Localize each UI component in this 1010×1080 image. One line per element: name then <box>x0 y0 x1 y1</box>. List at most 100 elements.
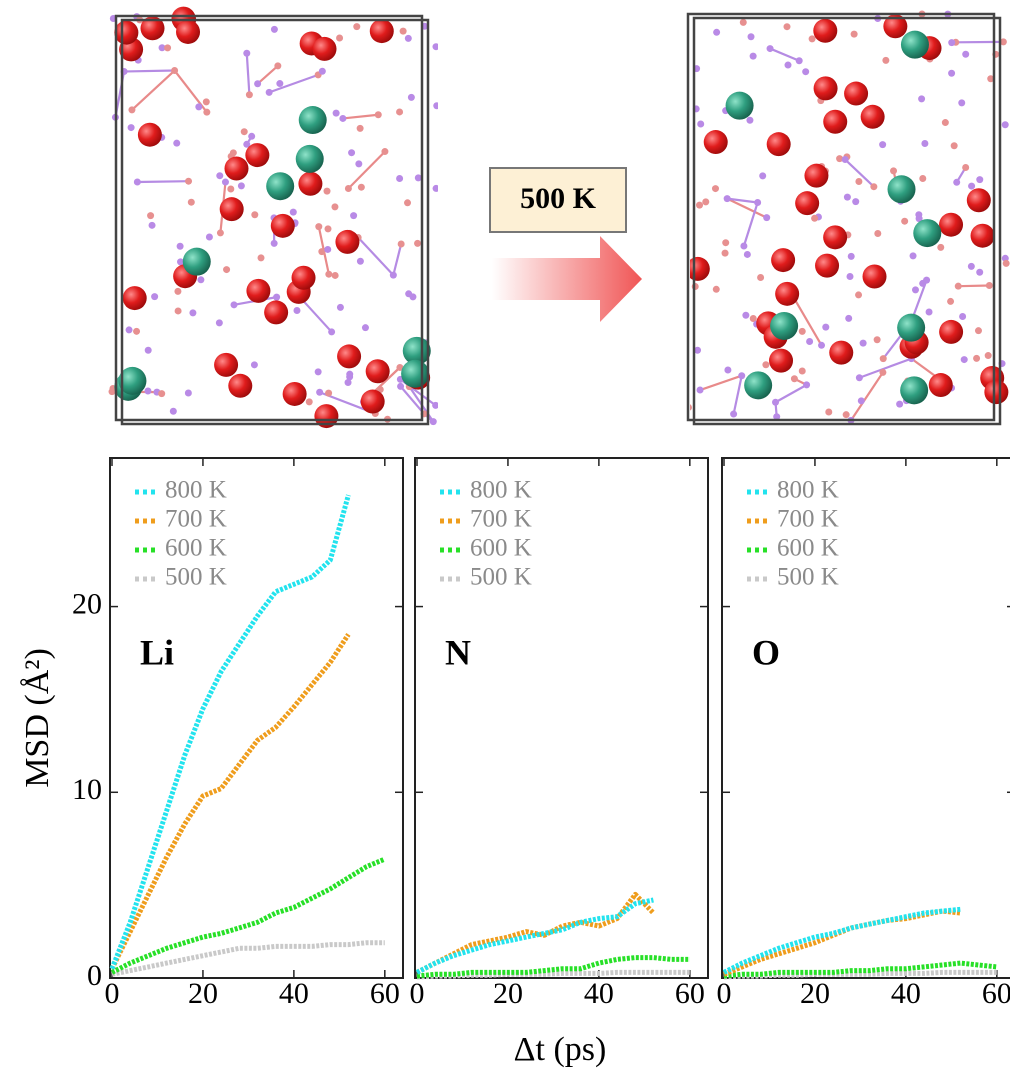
small-atom <box>724 367 731 374</box>
arrow <box>492 236 642 322</box>
small-atom <box>197 276 204 283</box>
small-atom <box>325 390 332 397</box>
small-atom <box>953 179 960 186</box>
small-atom <box>767 45 774 52</box>
small-atom <box>144 387 151 394</box>
small-atom <box>825 409 832 416</box>
small-atom <box>266 89 273 96</box>
small-atom <box>848 253 855 260</box>
panel-label: N <box>445 632 471 672</box>
small-atom <box>803 381 810 388</box>
atom <box>686 257 710 281</box>
atom <box>771 248 795 272</box>
small-atom <box>324 246 331 253</box>
small-atom <box>961 356 968 363</box>
small-atom <box>722 250 729 257</box>
small-atom <box>381 148 388 155</box>
x-tick-label: 20 <box>493 977 523 1010</box>
small-atom <box>246 91 253 98</box>
small-atom <box>251 361 258 368</box>
small-atom <box>173 140 180 147</box>
small-atom <box>959 313 966 320</box>
small-atom <box>273 294 280 301</box>
small-atom <box>744 251 751 258</box>
small-atom <box>336 34 343 41</box>
atom <box>401 360 429 388</box>
small-atom <box>918 95 925 102</box>
small-atom <box>740 19 747 26</box>
small-atom <box>942 119 949 126</box>
bond <box>137 181 188 182</box>
bond <box>734 376 742 414</box>
atom <box>967 188 991 212</box>
small-atom <box>818 342 825 349</box>
small-atom <box>910 252 917 259</box>
bond <box>770 49 799 61</box>
small-atom <box>697 387 704 394</box>
small-atom <box>843 411 850 418</box>
x-tick-label: 20 <box>800 977 830 1010</box>
atom <box>214 353 238 377</box>
small-atom <box>158 390 165 397</box>
small-atom <box>126 326 133 333</box>
small-atom <box>879 369 886 376</box>
atom <box>844 82 868 106</box>
small-atom <box>713 286 720 293</box>
small-atom <box>230 301 237 308</box>
small-atom <box>712 185 719 192</box>
atom <box>370 19 394 43</box>
small-atom <box>432 402 439 409</box>
small-atom <box>802 68 809 75</box>
atom <box>366 359 390 383</box>
small-atom <box>316 389 323 396</box>
small-atom <box>851 31 858 38</box>
small-atom <box>274 62 281 69</box>
small-atom <box>128 124 135 131</box>
atom <box>271 214 295 238</box>
atom <box>939 320 963 344</box>
small-atom <box>276 80 283 87</box>
small-atom <box>759 172 766 179</box>
small-atom <box>357 125 364 132</box>
legend-label: 700 K <box>470 506 532 533</box>
legend-label: 700 K <box>165 506 227 533</box>
y-tick-label: 20 <box>72 587 102 620</box>
small-atom <box>398 240 405 247</box>
x-tick-label: 60 <box>675 977 705 1010</box>
atom <box>183 248 211 276</box>
small-atom <box>404 199 411 206</box>
small-atom <box>315 223 322 230</box>
small-atom <box>874 230 881 237</box>
data-line <box>417 894 653 972</box>
small-atom <box>358 184 365 191</box>
atom <box>123 286 147 310</box>
small-atom <box>926 308 933 315</box>
small-atom <box>855 291 862 298</box>
legend-label: 800 K <box>165 477 227 504</box>
small-atom <box>809 35 816 42</box>
small-atom <box>855 178 862 185</box>
small-atom <box>844 194 851 201</box>
small-atom <box>223 266 230 273</box>
small-atom <box>203 109 210 116</box>
atom <box>767 132 791 156</box>
small-atom <box>350 212 357 219</box>
small-atom <box>241 128 248 135</box>
small-atom <box>251 211 258 218</box>
small-atom <box>785 62 792 69</box>
small-atom <box>175 307 182 314</box>
x-tick-label: 40 <box>891 977 921 1010</box>
small-atom <box>238 182 245 189</box>
small-atom <box>346 373 353 380</box>
small-atom <box>432 43 439 50</box>
small-atom <box>856 374 863 381</box>
small-atom <box>919 175 926 182</box>
atom <box>984 380 1008 404</box>
small-atom <box>750 53 757 60</box>
small-atom <box>355 160 362 167</box>
atom <box>769 349 793 373</box>
small-atom <box>339 115 346 122</box>
small-atom <box>177 243 184 250</box>
atom <box>176 20 200 44</box>
small-atom <box>912 286 919 293</box>
